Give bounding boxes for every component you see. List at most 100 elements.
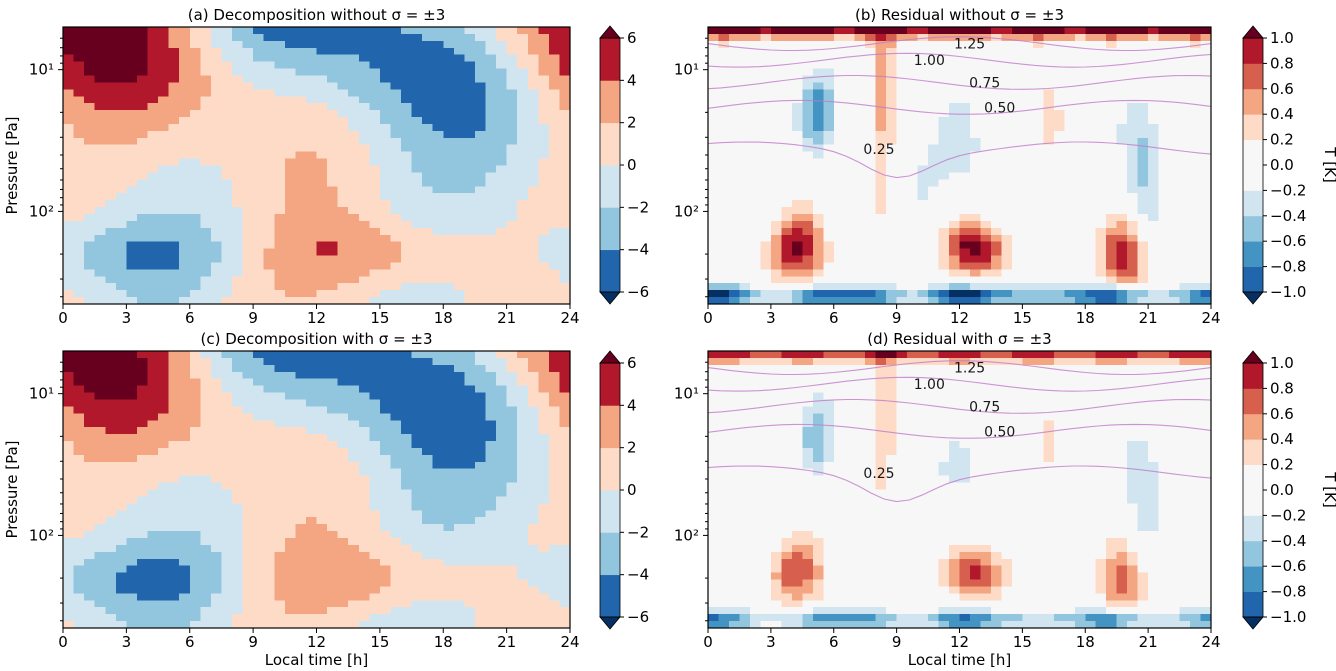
contour-cell <box>379 27 392 35</box>
contour-cell <box>168 371 180 380</box>
contour-cell <box>168 475 180 484</box>
contour-cell <box>327 283 339 291</box>
contour-cell <box>1064 241 1076 250</box>
contour-cell <box>115 489 127 498</box>
contour-cell <box>464 234 476 243</box>
contour-cell <box>242 607 254 615</box>
contour-cell <box>1064 47 1076 56</box>
contour-cell <box>485 158 497 167</box>
contour-cell <box>284 151 296 160</box>
contour-cell <box>1158 179 1170 187</box>
contour-cell <box>179 186 191 194</box>
contour-cell <box>84 47 96 56</box>
contour-cell <box>474 27 487 35</box>
contour-cell <box>1127 297 1139 305</box>
x-axis: 0 3 6 9 12 15 18 21 24 <box>58 304 580 327</box>
contour-cell <box>1169 96 1181 104</box>
contour-cell <box>1200 110 1212 118</box>
contour-cell <box>1074 47 1086 56</box>
contour-cell <box>232 489 244 498</box>
contour-cell <box>158 234 170 243</box>
contour-cell <box>464 33 476 42</box>
contour-cell <box>136 283 149 291</box>
contour-cell <box>316 524 328 532</box>
contour-cell <box>1116 200 1128 208</box>
contour-cell <box>63 572 75 581</box>
contour-cell <box>126 579 138 588</box>
contour-cell <box>263 137 275 146</box>
contour-cell <box>126 593 138 601</box>
contour-cell <box>316 420 328 428</box>
contour-cell <box>1137 172 1149 180</box>
contour-cell <box>1085 68 1097 77</box>
contour-cell <box>147 276 159 284</box>
contour-cell <box>401 96 413 104</box>
contour-cell <box>548 158 561 167</box>
contour-cell <box>1179 40 1191 49</box>
contour-cell <box>1053 151 1065 160</box>
contour-cell <box>105 165 117 174</box>
contour-cell <box>949 151 961 160</box>
contour-cell <box>168 524 180 532</box>
contour-cell <box>802 186 814 194</box>
contour-cell <box>453 158 465 167</box>
contour-cell <box>760 82 772 90</box>
contour-cell <box>348 234 360 243</box>
contour-cell <box>781 248 793 257</box>
contour-cell <box>896 40 908 49</box>
contour-cell <box>917 158 929 167</box>
contour-cell <box>295 551 307 560</box>
contour-cell <box>179 441 191 449</box>
contour-cell <box>1095 262 1107 270</box>
contour-cell <box>1074 96 1086 104</box>
contour-cell <box>980 213 992 222</box>
contour-cell <box>949 290 961 298</box>
contour-cell <box>242 392 254 401</box>
contour-cell <box>274 586 286 594</box>
colorbar-band <box>1243 114 1263 140</box>
contour-cell <box>980 89 992 97</box>
contour-cell <box>1085 255 1097 264</box>
contour-cell <box>1043 130 1055 139</box>
contour-cell <box>917 130 929 139</box>
contour-cell <box>749 262 761 270</box>
contour-cell <box>263 89 275 97</box>
contour-cell <box>232 399 244 407</box>
contour-cell <box>390 193 402 201</box>
contour-cell <box>189 614 201 622</box>
contour-cell <box>749 82 761 90</box>
contour-cell <box>189 227 201 236</box>
contour-cell <box>865 227 877 236</box>
contour-cell <box>749 213 761 222</box>
contour-cell <box>84 61 96 70</box>
contour-cell <box>875 241 887 250</box>
contour-cell <box>200 283 212 291</box>
contour-cell <box>348 130 360 139</box>
contour-cell <box>305 517 318 525</box>
contour-cell <box>770 137 782 146</box>
contour-cell <box>115 531 127 539</box>
contour-cell <box>854 144 866 153</box>
contour-cell <box>358 158 370 167</box>
contour-cell <box>274 468 286 477</box>
contour-cell <box>189 276 201 284</box>
contour-cell <box>136 510 149 518</box>
contour-cell <box>886 200 898 208</box>
contour-cell <box>739 207 751 215</box>
contour-cell <box>1148 47 1160 56</box>
contour-cell <box>833 158 845 167</box>
contour-cell <box>718 117 730 125</box>
contour-cell <box>496 276 508 284</box>
contour-cell <box>453 172 465 180</box>
contour-cell <box>917 297 929 305</box>
contour-cell <box>136 614 149 622</box>
contour-cell <box>401 227 413 236</box>
contour-cell <box>1127 179 1139 187</box>
contour-cell <box>791 241 803 250</box>
contour-cell <box>200 262 212 270</box>
contour-cell <box>959 40 971 49</box>
contour-cell <box>453 110 465 118</box>
contour-cell <box>136 351 149 359</box>
contour-cell <box>158 248 170 257</box>
contour-cell <box>126 510 138 518</box>
